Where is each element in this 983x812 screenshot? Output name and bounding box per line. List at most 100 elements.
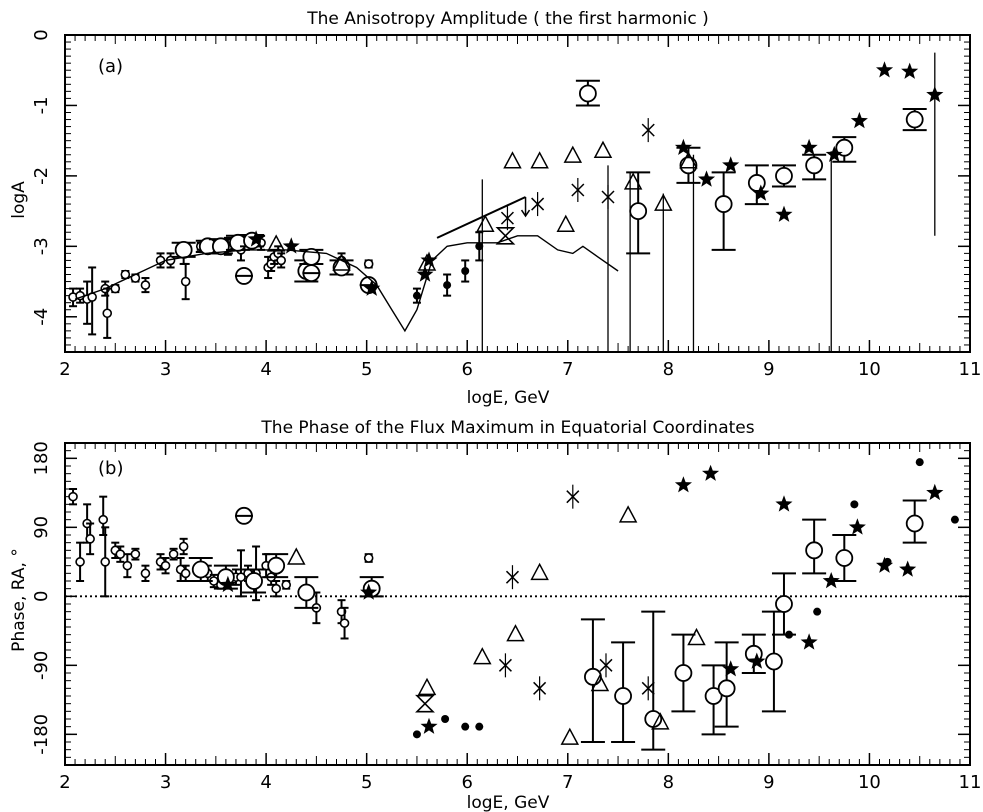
- panel-b-data-point-circle: [835, 549, 854, 567]
- panel-a-data-point-triangle: [503, 151, 522, 169]
- panel-b-data-point-filled-circle: [461, 722, 470, 731]
- panel-b-data-point-filled-circle: [915, 458, 924, 467]
- panel-b-data-point-small-circle: [130, 549, 141, 559]
- panel-b-data-point-small-circle: [236, 572, 246, 582]
- panel-a-data-point-triangle: [623, 172, 643, 190]
- panel-a-data-point-filled-circle: [461, 266, 470, 275]
- panel-a-data-point-small-circle: [102, 308, 113, 319]
- panel-a-data-point-star: [363, 279, 381, 296]
- panel-a-data-point-filled-circle: [412, 291, 421, 300]
- panel-a-xlabel: logE, GeV: [467, 388, 550, 408]
- panel-a-xtick-label: 9: [763, 359, 774, 380]
- panel-a-data-point-star: [282, 237, 300, 254]
- panel-a-upper-limit-arrowhead: [520, 209, 531, 218]
- panel-b-data-point-star: [748, 652, 766, 669]
- panel-b-data-point-star: [848, 518, 866, 535]
- panel-b-data-point-triangle: [506, 624, 525, 642]
- panel-b-data-point-small-circle: [281, 580, 292, 590]
- panel-b-data-point-small-circle: [180, 568, 191, 579]
- panel-a-model-curve: [74, 235, 619, 333]
- panel-a-data-point-triangle: [556, 214, 576, 232]
- panel-b-data-point-triangle: [530, 562, 549, 581]
- panel-a-xtick-label: 10: [858, 359, 881, 380]
- panel-b-data-point-small-circle: [122, 560, 133, 571]
- panel-b-phase: The Phase of the Flux Maximum in Equator…: [9, 418, 981, 812]
- panel-b-data-point-star: [420, 717, 438, 734]
- panel-b-data-point-filled-circle: [883, 557, 892, 566]
- panel-b-ylabel: Phase, RA, °: [9, 548, 29, 652]
- panel-b-data-point-star: [722, 660, 740, 677]
- panel-b-data-point-star: [822, 572, 840, 589]
- panel-b-data-point-filled-circle: [950, 515, 959, 524]
- panel-a-data-point-circle: [835, 138, 854, 157]
- panel-b-data-point-circle: [775, 595, 793, 613]
- panel-a-xtick-label: 8: [663, 359, 674, 380]
- panel-b-data-point-triangle: [287, 547, 306, 565]
- panel-a-title: The Anisotropy Amplitude ( the first har…: [306, 9, 709, 29]
- panel-b-ytick-label: -90: [31, 651, 52, 680]
- panel-a-data-point-circle: [714, 195, 733, 213]
- panel-b-data-point-triangle: [417, 677, 437, 696]
- panel-a-data-point-circle: [629, 202, 648, 221]
- panel-b-ytick-label: 90: [31, 516, 52, 539]
- panel-a-data-point-circle: [775, 166, 793, 185]
- panel-a-ytick-label: -2: [31, 167, 52, 185]
- panel-b-xtick-label: 6: [461, 772, 472, 793]
- panel-a-data-point-circle: [747, 174, 766, 192]
- panel-b-xtick-label: 7: [562, 772, 573, 793]
- panel-b-data-point-circle: [245, 572, 263, 590]
- panel-a-xtick-label: 4: [260, 359, 271, 380]
- panel-b-data-point-circle: [267, 556, 286, 575]
- panel-a-xtick-label: 3: [160, 359, 171, 380]
- panel-b-data-point-star: [674, 476, 692, 493]
- panel-b-data-point-small-circle: [100, 557, 111, 567]
- panel-b-data-point-small-circle: [160, 560, 171, 571]
- panel-a-data-point-triangle: [679, 151, 698, 169]
- panel-b-label: (b): [98, 458, 123, 479]
- panel-b-data-point-circle: [704, 687, 723, 705]
- panel-b-data-point-filled-circle: [475, 722, 484, 731]
- panel-b-data-point-circle: [905, 514, 924, 533]
- panel-a-data-point-star: [775, 205, 793, 222]
- panel-a-ylabel: logA: [9, 181, 29, 219]
- panel-b-data-point-triangle: [651, 712, 670, 730]
- panel-a-xtick-label: 7: [562, 359, 573, 380]
- panel-a-data-point-triangle: [593, 140, 613, 158]
- panel-b-data-point-circle: [805, 541, 824, 560]
- panel-a-data-point-small-circle: [363, 259, 374, 269]
- panel-b-data-point-circle: [644, 710, 663, 728]
- panel-b-xtick-label: 3: [160, 772, 171, 793]
- panel-b-data-point-small-circle: [140, 568, 151, 579]
- panel-a-data-point-circle: [905, 110, 924, 129]
- panel-b-data-point-star: [899, 560, 917, 577]
- panel-b-data-point-star: [800, 633, 818, 650]
- panel-a-data-point-star: [674, 138, 692, 155]
- panel-a-data-point-triangle: [563, 145, 583, 163]
- panel-a-data-point-star: [752, 184, 770, 201]
- panel-b-data-point-triangle: [473, 647, 492, 665]
- panel-a-data-point-star: [901, 62, 919, 79]
- panel-b-xtick-label: 10: [858, 772, 881, 793]
- panel-a-data-point-circle: [805, 156, 824, 175]
- panel-a-ytick-label: -3: [31, 237, 52, 255]
- panel-a-data-point-small-circle: [180, 276, 191, 287]
- panel-b-data-point-small-circle: [115, 549, 126, 559]
- panel-b-data-point-star: [775, 495, 793, 512]
- panel-a-data-point-small-circle: [276, 255, 286, 266]
- panel-b-xtick-label: 8: [663, 772, 674, 793]
- panel-b-data-point-filled-circle: [441, 715, 450, 723]
- panel-b-data-point-triangle: [560, 727, 580, 745]
- panel-b-data-point-circle: [765, 652, 783, 671]
- panel-b-data-point-circle: [717, 679, 736, 698]
- panel-a-data-point-star: [247, 230, 265, 247]
- panel-b-xlabel: logE, GeV: [467, 793, 550, 812]
- panel-a-ytick-label: 0: [31, 29, 52, 40]
- panel-b-data-point-small-circle: [75, 557, 85, 567]
- panel-a-xtick-label: 11: [959, 359, 982, 380]
- panel-a-data-point-star: [825, 145, 843, 162]
- panel-b-xtick-label: 9: [763, 772, 774, 793]
- panel-b-xtick-label: 11: [959, 772, 982, 793]
- panel-b-data-point-triangle: [590, 673, 610, 692]
- panel-b-data-point-star: [360, 583, 378, 600]
- panel-a-data-point-filled-circle: [443, 281, 452, 290]
